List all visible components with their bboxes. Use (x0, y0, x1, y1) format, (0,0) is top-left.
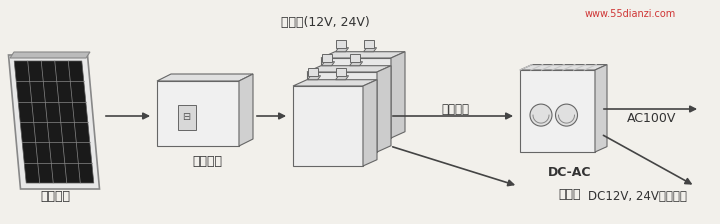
Polygon shape (10, 52, 90, 58)
Polygon shape (350, 62, 363, 66)
Polygon shape (364, 40, 374, 48)
Text: 太阳电池: 太阳电池 (40, 190, 70, 202)
Text: ⊟: ⊟ (182, 112, 191, 122)
Polygon shape (157, 81, 239, 146)
Polygon shape (307, 68, 318, 76)
Polygon shape (157, 74, 253, 81)
Polygon shape (350, 54, 359, 62)
Polygon shape (239, 74, 253, 146)
Text: 蓄电池(12V, 24V): 蓄电池(12V, 24V) (281, 16, 369, 29)
Polygon shape (363, 80, 377, 166)
Text: AC100V: AC100V (627, 112, 677, 125)
Text: 电力利用: 电力利用 (441, 103, 469, 116)
Circle shape (556, 104, 577, 126)
Polygon shape (307, 72, 377, 152)
Polygon shape (336, 68, 346, 76)
Text: DC12V, 24V直接利用: DC12V, 24V直接利用 (588, 190, 686, 202)
Polygon shape (293, 80, 377, 86)
Polygon shape (322, 62, 335, 66)
Polygon shape (520, 65, 607, 70)
Polygon shape (377, 66, 391, 152)
Polygon shape (307, 76, 320, 80)
Polygon shape (595, 65, 607, 152)
Polygon shape (293, 86, 363, 166)
Text: www.55dianzi.com: www.55dianzi.com (585, 9, 675, 19)
Polygon shape (336, 48, 348, 52)
Polygon shape (321, 58, 391, 138)
Polygon shape (391, 52, 405, 138)
Polygon shape (307, 66, 391, 72)
Polygon shape (364, 48, 377, 52)
Polygon shape (322, 54, 332, 62)
Circle shape (530, 104, 552, 126)
Polygon shape (336, 40, 346, 48)
Polygon shape (14, 61, 94, 183)
Polygon shape (321, 52, 405, 58)
Text: 充电回路: 充电回路 (192, 155, 222, 168)
FancyBboxPatch shape (178, 105, 196, 130)
Text: DC-AC: DC-AC (548, 166, 592, 179)
Polygon shape (336, 76, 348, 80)
Polygon shape (520, 70, 595, 152)
Polygon shape (9, 55, 99, 189)
Text: 变换器: 变换器 (559, 187, 581, 200)
